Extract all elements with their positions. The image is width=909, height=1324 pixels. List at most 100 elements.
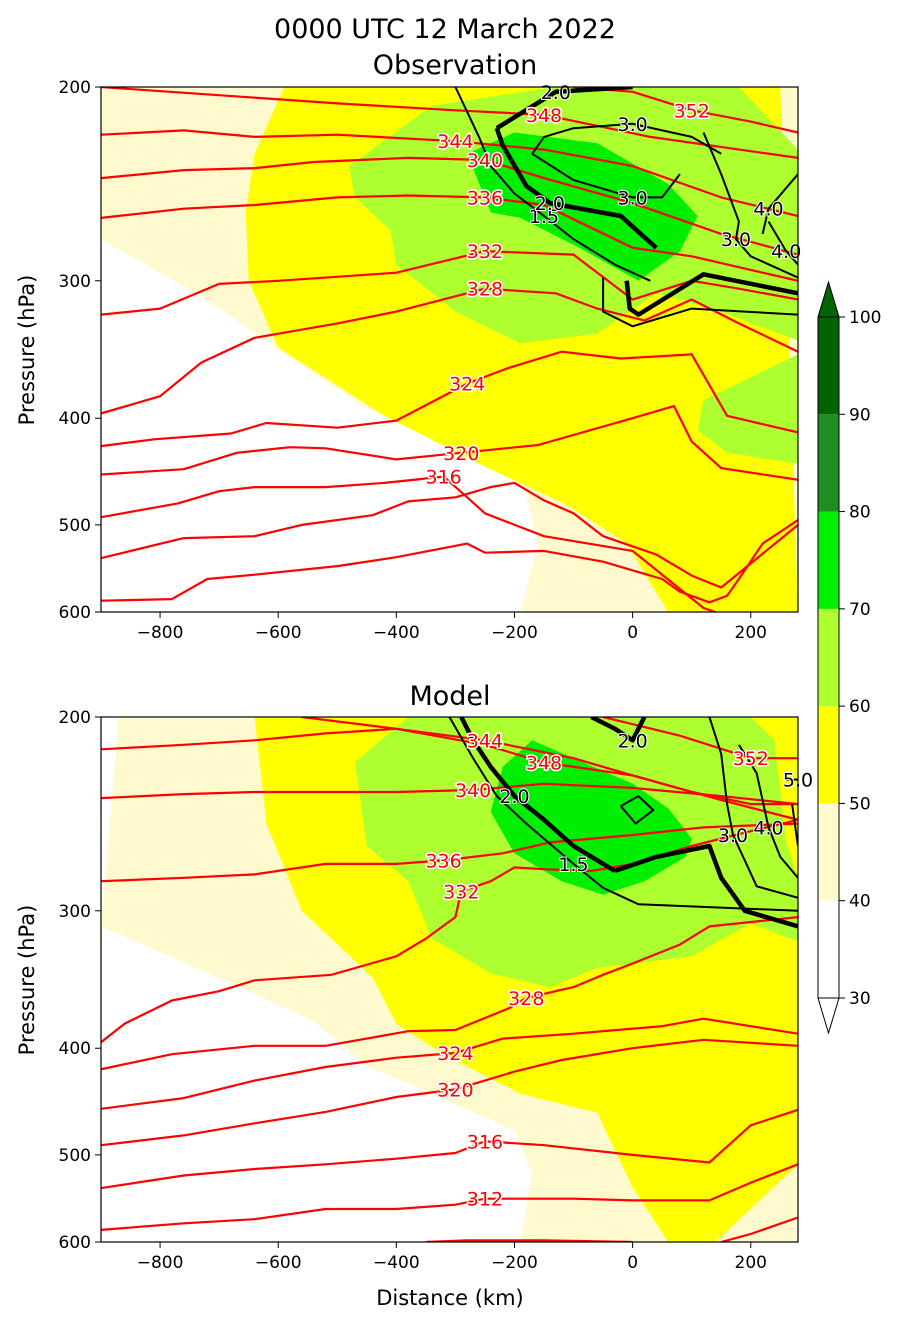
obs-x-tick-label: −200: [491, 623, 538, 643]
model-pv-contour-unlabeled-3: [614, 843, 798, 929]
model-pv-contour-4.0-6: [738, 744, 798, 879]
obs-x-tick-label: −400: [373, 623, 420, 643]
obs-pv-contour-3.0-5: [531, 152, 681, 199]
obs-y-tick-label: 500: [59, 516, 91, 536]
obs-theta-contour-320-8: [101, 405, 798, 481]
obs-theta-contour-336-4: [101, 194, 798, 282]
colorbar-extend-max: [817, 280, 840, 318]
obs-pv-label-3.0-4: 3.0: [617, 114, 647, 136]
obs-y-tick-label: 600: [59, 603, 91, 623]
obs-pv-contour-4.0-8: [767, 220, 798, 266]
model-theta-label-312: 312: [467, 1189, 503, 1211]
obs-pv-label-4.0-7: 4.0: [753, 199, 783, 221]
model-x-tick-label: −600: [255, 1253, 302, 1273]
obs-pv-label-4.0-8: 4.0: [771, 241, 801, 263]
obs-pv-label-3.0-5: 3.0: [617, 187, 647, 209]
obs-theta-label-332: 332: [467, 241, 503, 263]
obs-x-tick-label: −600: [255, 623, 302, 643]
model-pv-contour-1.5-0: [448, 717, 798, 912]
model-y-tick-label: 500: [59, 1146, 91, 1166]
model-theta-contour-340-3: [101, 782, 798, 806]
obs-x-tick-label: −800: [137, 623, 184, 643]
observation-y-axis-label: Pressure (hPa): [15, 275, 39, 426]
observation-plot-frame: [100, 86, 799, 613]
colorbar-tick-label: 70: [849, 600, 871, 620]
obs-y-tick-label: 300: [59, 272, 91, 292]
colorbar-segment-90: [818, 317, 839, 415]
model-theta-label-352: 352: [733, 748, 769, 770]
obs-theta-contour-340-3: [101, 156, 798, 256]
model-fill-region-70-3: [490, 740, 692, 895]
obs-pv-contour-unlabeled-3: [624, 272, 798, 317]
model-pv-label-3.0-5: 3.0: [718, 825, 748, 847]
colorbar-segment-70: [818, 511, 839, 609]
observation-panel-title: Observation: [373, 50, 537, 81]
obs-fill-region-60-3: [697, 354, 798, 464]
model-y-tick-label: 300: [59, 902, 91, 922]
obs-theta-label-340: 340: [467, 150, 503, 172]
colorbar: 30 40 50 60 70 80 90 100: [817, 280, 881, 1035]
obs-theta-contour-328-6: [101, 287, 798, 415]
model-theta-contour-unlabeled-12: [720, 1216, 798, 1242]
model-theta-label-340: 340: [455, 780, 491, 802]
model-pv-label-2.0-1: 2.0: [499, 786, 529, 808]
model-pv-contour-2.0-1: [459, 717, 617, 873]
obs-theta-label-352: 352: [674, 100, 710, 122]
obs-theta-label-348: 348: [526, 105, 562, 127]
obs-pv-contour-1.5-0: [454, 87, 651, 282]
colorbar-tick-label: 90: [849, 405, 871, 425]
obs-x-tick-label: 0: [627, 623, 638, 643]
obs-theta-label-324: 324: [449, 374, 485, 396]
obs-theta-contour-unlabeled-10: [101, 481, 798, 589]
obs-theta-contour-344-2: [101, 129, 798, 218]
model-theta-contour-312-10: [101, 1163, 798, 1231]
obs-theta-label-328: 328: [467, 279, 503, 301]
obs-theta-label-344: 344: [437, 131, 473, 153]
model-theta-label-328: 328: [508, 988, 544, 1010]
model-x-tick-label: −400: [373, 1253, 420, 1273]
obs-theta-contour-unlabeled-11: [101, 519, 798, 604]
obs-theta-label-320: 320: [443, 443, 479, 465]
model-x-tick-label: −200: [491, 1253, 538, 1273]
colorbar-extend-min: [817, 997, 840, 1035]
colorbar-segment-30: [818, 900, 839, 998]
obs-pv-label-3.0-6: 3.0: [721, 229, 751, 251]
obs-pv-contour-unlabeled-9: [602, 277, 798, 328]
model-theta-label-320: 320: [437, 1079, 473, 1101]
model-pv-label-4.0-6: 4.0: [753, 817, 783, 839]
obs-theta-contour-316-9: [101, 475, 716, 612]
obs-pv-label-2.0-2: 2.0: [535, 193, 565, 215]
model-pv-label-1.5-0: 1.5: [558, 854, 588, 876]
model-theta-contour-320-8: [101, 1038, 798, 1147]
obs-pv-contour-4.0-7: [761, 173, 798, 235]
obs-pv-label-1.5-0: 1.5: [529, 206, 559, 228]
model-x-tick-label: 200: [735, 1253, 767, 1273]
colorbar-tick-label: 50: [849, 794, 871, 814]
model-theta-label-336: 336: [425, 850, 461, 872]
model-theta-label-324: 324: [437, 1043, 473, 1065]
model-pv-contour-3.0-5: [708, 717, 798, 899]
model-pv-contour-unlabeled-8: [791, 803, 798, 847]
colorbar-tick-label: 60: [849, 697, 871, 717]
model-theta-label-344: 344: [467, 730, 503, 752]
model-theta-label-316: 316: [467, 1131, 503, 1153]
colorbar-frame: [817, 316, 840, 999]
model-theta-label-332: 332: [443, 881, 479, 903]
obs-pv-label-2.0-1: 2.0: [541, 82, 571, 104]
colorbar-segment-40: [818, 803, 839, 901]
model-y-tick-label: 600: [59, 1233, 91, 1253]
observation-panel: 348 3523443403363323283243203161.52.02.03…: [15, 78, 802, 643]
model-x-tick-label: −800: [137, 1253, 184, 1273]
model-theta-label-348: 348: [526, 753, 562, 775]
model-pv-contour-unlabeled-4: [620, 795, 655, 825]
model-plot-frame: [100, 716, 799, 1243]
colorbar-segment-60: [818, 608, 839, 707]
colorbar-tick-label: 40: [849, 892, 871, 912]
model-theta-contour-336-4: [101, 822, 798, 883]
colorbar-tick-label: 30: [849, 989, 871, 1009]
obs-theta-contour-324-7: [101, 350, 798, 448]
colorbar-segment-50: [818, 706, 839, 804]
model-theta-contour-324-7: [101, 1017, 798, 1110]
model-pv-contour-2.0-2: [590, 717, 647, 743]
model-y-tick-label: 400: [59, 1039, 91, 1059]
